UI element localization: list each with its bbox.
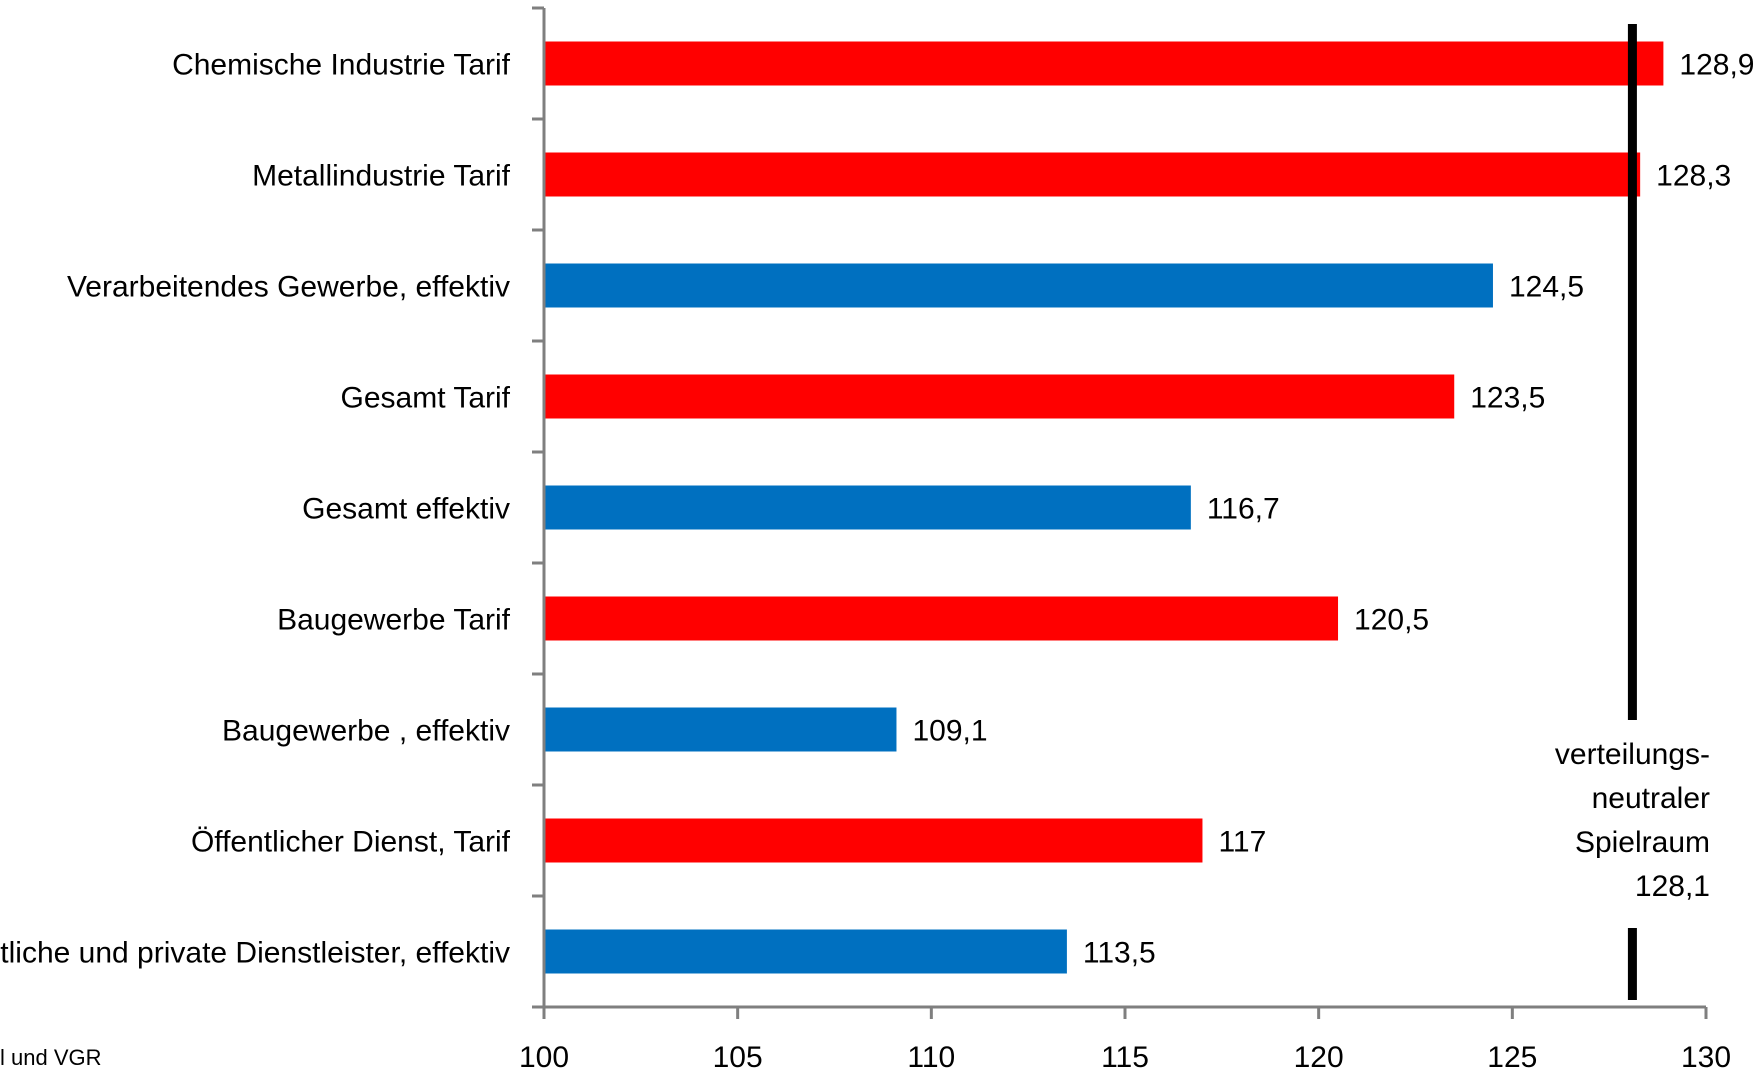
bar (544, 596, 1339, 641)
value-label: 120,5 (1354, 604, 1429, 637)
x-tick-label: 115 (1101, 1041, 1149, 1074)
x-tick-label: 105 (713, 1041, 763, 1074)
category-label: Gesamt Tarif (341, 382, 511, 415)
bar (544, 152, 1641, 197)
reference-line-label-3: Spielraum (1575, 826, 1710, 859)
value-label: 116,7 (1207, 493, 1280, 526)
reference-line-label-1: verteilungs- (1555, 738, 1710, 771)
bar (544, 41, 1664, 86)
category-label: Öffentlicher Dienst, Tarif (191, 826, 511, 859)
reference-line-label-2: neutraler (1592, 782, 1710, 815)
category-label: Gesamt effektiv (302, 493, 510, 526)
category-labels: Chemische Industrie Tarif Metallindustrie… (0, 49, 511, 970)
x-tick-label: 130 (1681, 1041, 1731, 1074)
source-note: l und VGR (0, 1045, 102, 1070)
value-label: 113,5 (1083, 937, 1156, 970)
bar (544, 374, 1455, 419)
value-label: 128,3 (1656, 160, 1731, 193)
value-label: 124,5 (1509, 271, 1584, 304)
bar (544, 485, 1191, 530)
value-label: 128,9 (1679, 49, 1753, 82)
category-label: Metallindustrie Tarif (252, 160, 511, 193)
axes (532, 6, 1708, 1019)
bar (544, 929, 1067, 974)
category-label: Baugewerbe Tarif (277, 604, 511, 637)
category-label: Chemische Industrie Tarif (172, 49, 511, 82)
bar (544, 263, 1493, 308)
bars (544, 41, 1664, 974)
x-tick-labels: 100 105 110 115 120 125 130 (519, 1041, 1731, 1074)
x-tick-label: 100 (519, 1041, 569, 1074)
value-label: 117 (1218, 826, 1266, 859)
value-label: 109,1 (912, 715, 987, 748)
bar (544, 707, 897, 752)
x-tick-label: 110 (907, 1041, 955, 1074)
category-label: Öffentliche und private Dienstleister, e… (0, 937, 510, 970)
category-label: Verarbeitendes Gewerbe, effektiv (67, 271, 510, 304)
category-label: Baugewerbe , effektiv (222, 715, 510, 748)
value-labels: 128,9 128,3 124,5 123,5 116,7 120,5 109,1 117 11… (912, 49, 1753, 970)
value-label: 123,5 (1470, 382, 1545, 415)
x-tick-label: 120 (1294, 1041, 1344, 1074)
bar (544, 818, 1203, 863)
x-tick-label: 125 (1487, 1041, 1537, 1074)
reference-line-label-4: 128,1 (1635, 870, 1710, 903)
